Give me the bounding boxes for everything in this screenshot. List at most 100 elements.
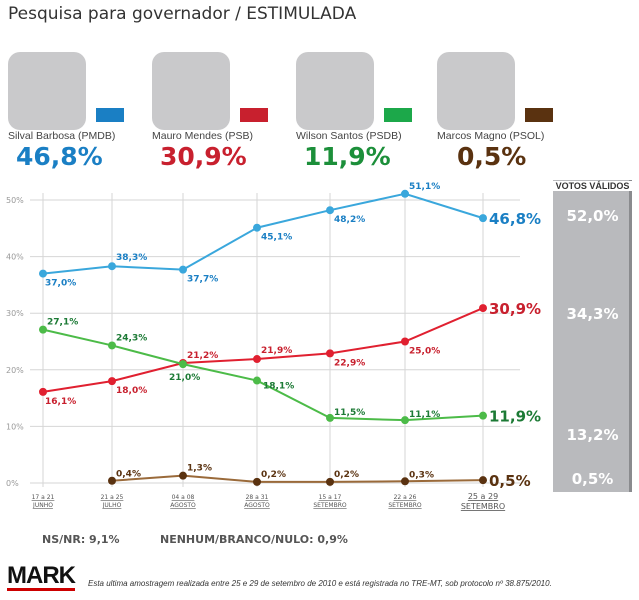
data-point [253, 376, 261, 385]
data-point [326, 413, 334, 422]
valid-votes-value: 52,0% [566, 207, 619, 225]
data-label: 21,9% [261, 346, 292, 356]
x-tick-label: JULHO [102, 502, 122, 509]
page-title: Pesquisa para governador / ESTIMULADA [8, 4, 357, 24]
ns-nr-text: NS/NR: 9,1% [42, 533, 120, 546]
data-point [326, 206, 334, 215]
x-tick-label: SETEMBRO [388, 502, 422, 509]
data-point [108, 262, 116, 271]
data-point [39, 325, 47, 334]
legend-swatch [240, 108, 268, 122]
valid-votes-value: 34,3% [566, 305, 619, 323]
data-point [479, 214, 487, 223]
nenhum-text: NENHUM/BRANCO/NULO: 0,9% [160, 533, 348, 546]
valid-votes-panel [553, 180, 632, 492]
data-label: 51,1% [409, 182, 440, 192]
data-label: 30,9% [489, 300, 541, 318]
data-label: 0,3% [409, 470, 434, 480]
data-point [179, 360, 187, 369]
legend-swatch [384, 108, 412, 122]
data-label: 18,1% [263, 382, 294, 392]
data-label: 45,1% [261, 233, 292, 243]
registration-note: Esta ultima amostragem realizada entre 2… [88, 579, 552, 588]
data-point [401, 477, 409, 486]
x-tick-label: 28 a 31 [246, 494, 269, 501]
candidate-portrait [152, 52, 230, 130]
x-tick-label: AGOSTO [244, 502, 270, 509]
data-point [326, 477, 334, 486]
data-label: 22,9% [334, 358, 365, 368]
candidate-portrait [437, 52, 515, 130]
data-label: 21,0% [169, 373, 200, 383]
x-tick-label: 25 a 29 [468, 492, 498, 501]
candidate-pct: 30,9% [160, 142, 247, 171]
data-point [401, 416, 409, 425]
data-point [401, 337, 409, 346]
x-tick-label: 22 a 26 [394, 494, 417, 501]
data-label: 25,0% [409, 347, 440, 357]
candidate-name: Silval Barbosa (PMDB) [8, 130, 116, 142]
data-label: 37,7% [187, 275, 218, 285]
data-label: 38,3% [116, 253, 147, 263]
data-label: 11,5% [334, 408, 365, 418]
data-label: 0,2% [334, 470, 359, 480]
candidate-pct: 46,8% [16, 142, 103, 171]
data-label: 16,1% [45, 397, 76, 407]
x-tick-label: 04 a 08 [172, 494, 195, 501]
candidate-pct: 11,9% [304, 142, 391, 171]
data-label: 11,1% [409, 410, 440, 420]
candidate-name: Wilson Santos (PSDB) [296, 130, 402, 142]
data-point [108, 377, 116, 386]
mark-logo: MARK [7, 562, 76, 591]
legend-swatch [96, 108, 124, 122]
data-point [39, 387, 47, 396]
y-tick-label: 0% [6, 479, 19, 488]
data-label: 37,0% [45, 279, 76, 289]
data-label: 27,1% [47, 318, 78, 328]
candidate-portrait [296, 52, 374, 130]
data-point [39, 269, 47, 278]
data-label: 48,2% [334, 215, 365, 225]
data-point [326, 349, 334, 358]
data-label: 1,3% [187, 464, 212, 474]
candidate-portrait [8, 52, 86, 130]
data-point [253, 355, 261, 364]
y-tick-label: 30% [6, 309, 24, 318]
y-tick-label: 50% [6, 196, 24, 205]
data-point [108, 476, 116, 485]
x-tick-label: 21 a 25 [101, 494, 124, 501]
x-tick-label: AGOSTO [170, 502, 196, 509]
candidate-name: Marcos Magno (PSOL) [437, 130, 545, 142]
x-tick-label: 17 a 21 [32, 494, 55, 501]
valid-votes-value: 0,5% [571, 470, 614, 488]
x-tick-label: 15 a 17 [319, 494, 342, 501]
data-point [253, 223, 261, 232]
y-tick-label: 40% [6, 253, 24, 262]
x-tick-label: SETEMBRO [461, 502, 505, 511]
valid-votes-header: VOTOS VÁLIDOS [553, 181, 632, 191]
data-point [179, 265, 187, 274]
valid-votes-value: 13,2% [566, 426, 619, 444]
x-tick-label: JUNHO [32, 502, 53, 509]
data-point [479, 411, 487, 420]
data-label: 0,4% [116, 470, 141, 480]
data-point [179, 471, 187, 480]
data-point [479, 476, 487, 485]
data-label: 24,3% [116, 333, 147, 343]
data-label: 0,5% [489, 472, 531, 490]
candidate-pct: 0,5% [457, 142, 527, 171]
series-line [111, 474, 484, 483]
candidate-name: Mauro Mendes (PSB) [152, 130, 253, 142]
data-label: 11,9% [489, 408, 541, 426]
data-point [401, 189, 409, 198]
data-point [253, 477, 261, 486]
y-tick-label: 20% [6, 366, 24, 375]
data-label: 0,2% [261, 470, 286, 480]
data-point [479, 304, 487, 313]
legend-swatch [525, 108, 553, 122]
y-tick-label: 10% [6, 422, 24, 431]
data-label: 46,8% [489, 210, 541, 228]
data-label: 18,0% [116, 386, 147, 396]
